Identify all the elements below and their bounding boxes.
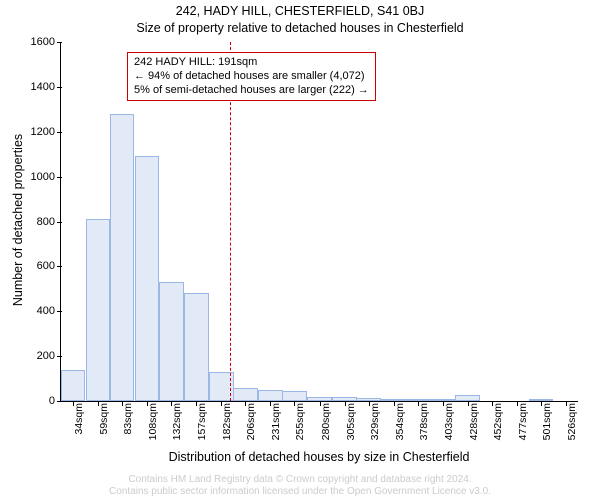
chart-plot-area: 02004006008001000120014001600 34sqm59sqm… — [60, 42, 578, 402]
y-tick: 0 — [13, 395, 61, 407]
attribution-text: Contains HM Land Registry data © Crown c… — [0, 474, 600, 498]
x-tick-label: 59sqm — [98, 401, 110, 435]
x-tick-label: 526sqm — [566, 401, 578, 440]
x-tick-label: 428sqm — [468, 401, 480, 440]
x-tick-label: 477sqm — [517, 401, 529, 440]
x-tick-label: 132sqm — [171, 401, 183, 440]
x-tick-label: 231sqm — [270, 401, 282, 440]
histogram-bar — [184, 293, 209, 401]
attribution-line1: Contains HM Land Registry data © Crown c… — [0, 474, 600, 486]
x-tick-label: 354sqm — [394, 401, 406, 440]
histogram-bar — [258, 390, 283, 401]
y-tick: 800 — [13, 216, 61, 228]
x-tick-label: 108sqm — [147, 401, 159, 440]
page-supertitle: 242, HADY HILL, CHESTERFIELD, S41 0BJ — [0, 4, 600, 18]
callout-line3: 5% of semi-detached houses are larger (2… — [134, 84, 369, 98]
page-subtitle: Size of property relative to detached ho… — [0, 21, 600, 35]
attribution-line2: Contains public sector information licen… — [0, 486, 600, 498]
x-tick-label: 378sqm — [418, 401, 430, 440]
x-tick-label: 255sqm — [294, 401, 306, 440]
x-tick-label: 34sqm — [73, 401, 85, 435]
y-tick: 600 — [13, 260, 61, 272]
x-tick-label: 280sqm — [320, 401, 332, 440]
x-tick-label: 452sqm — [492, 401, 504, 440]
y-tick: 200 — [13, 350, 61, 362]
histogram-bar — [282, 391, 307, 401]
callout-box: 242 HADY HILL: 191sqm ← 94% of detached … — [127, 52, 376, 101]
y-tick: 400 — [13, 305, 61, 317]
histogram-bar — [135, 156, 160, 401]
histogram-bar — [61, 370, 86, 401]
x-axis-label: Distribution of detached houses by size … — [60, 450, 578, 464]
y-tick: 1200 — [13, 126, 61, 138]
x-tick-label: 305sqm — [345, 401, 357, 440]
x-tick-label: 157sqm — [196, 401, 208, 440]
histogram-bar — [233, 388, 258, 401]
histogram-bar — [159, 282, 184, 401]
callout-line1: 242 HADY HILL: 191sqm — [134, 56, 369, 70]
x-tick-label: 329sqm — [369, 401, 381, 440]
y-tick: 1600 — [13, 36, 61, 48]
histogram-bar — [86, 219, 111, 401]
y-tick: 1000 — [13, 171, 61, 183]
x-tick-label: 83sqm — [122, 401, 134, 435]
x-tick-label: 501sqm — [541, 401, 553, 440]
histogram-bar — [110, 114, 135, 401]
x-tick-label: 182sqm — [221, 401, 233, 440]
x-tick-label: 206sqm — [245, 401, 257, 440]
callout-line2: ← 94% of detached houses are smaller (4,… — [134, 70, 369, 84]
x-tick-label: 403sqm — [443, 401, 455, 440]
y-tick: 1400 — [13, 81, 61, 93]
